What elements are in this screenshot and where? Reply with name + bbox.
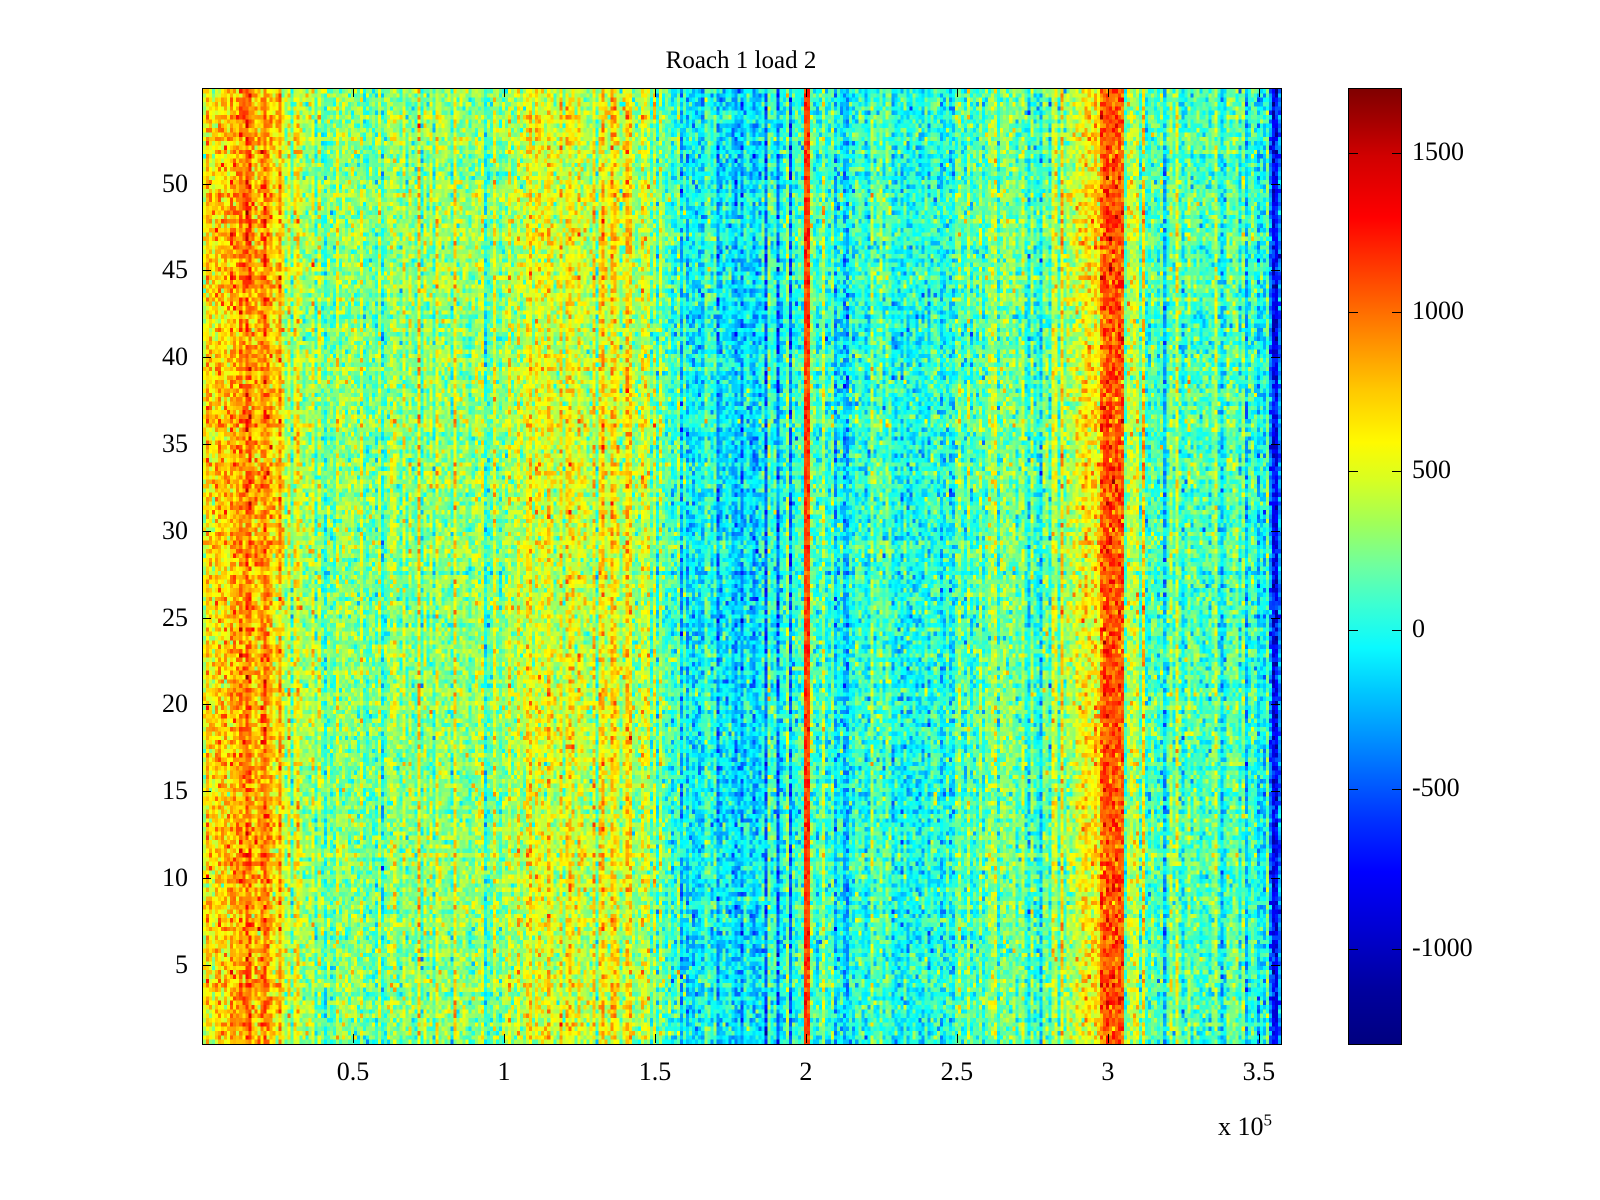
x-tick-2 [805,1034,807,1043]
colorbar-ticklabel-1500: 1500 [1412,136,1464,166]
colorbar-tick-right-1500 [1392,152,1401,154]
x-tick-top-2 [805,88,807,97]
y-ticklabel-30: 30 [162,515,188,545]
y-tick-right-45 [1271,270,1280,272]
y-tick-45 [202,270,211,272]
colorbar-ticklabel-0: 0 [1412,614,1425,644]
x-tick-top-0.5 [352,88,354,97]
x-tick-top-3.5 [1258,88,1260,97]
colorbar-tick-1000 [1349,311,1358,313]
x-tick-2.5 [956,1034,958,1043]
y-tick-right-35 [1271,443,1280,445]
y-ticklabel-35: 35 [162,428,188,458]
colorbar-tick-1500 [1349,152,1358,154]
y-ticklabel-25: 25 [162,602,188,632]
y-tick-right-50 [1271,183,1280,185]
y-ticklabel-15: 15 [162,776,188,806]
y-ticklabel-5: 5 [175,949,188,979]
y-tick-right-5 [1271,964,1280,966]
colorbar[interactable] [1348,88,1402,1045]
y-tick-35 [202,443,211,445]
y-tick-right-15 [1271,791,1280,793]
colorbar-ticklabel-1000: 1000 [1412,295,1464,325]
x-ticklabel-0.5: 0.5 [336,1057,370,1086]
x-ticklabel-3.5: 3.5 [1242,1057,1276,1086]
page-title: Roach 1 load 2 [665,47,817,74]
colorbar-tick-right-0 [1392,630,1401,632]
y-tick-5 [202,964,211,966]
heatmap-image [203,89,1281,1044]
y-ticklabel-45: 45 [162,255,188,285]
x-ticklabel-1: 1 [497,1057,511,1086]
y-ticklabel-40: 40 [162,342,188,372]
x-ticklabel-3: 3 [1101,1057,1115,1086]
y-tick-15 [202,791,211,793]
x-tick-3.5 [1258,1034,1260,1043]
x-ticklabel-1.5: 1.5 [638,1057,672,1086]
x-exponent-power: 5 [1263,1110,1273,1130]
x-axis-exponent-label: x 105 [1218,1110,1273,1142]
y-tick-20 [202,704,211,706]
colorbar-tick-0 [1349,630,1358,632]
x-tick-top-1 [503,88,505,97]
colorbar-tick-right-1000 [1392,311,1401,313]
y-tick-40 [202,357,211,359]
y-tick-30 [202,530,211,532]
x-tick-top-1.5 [654,88,656,97]
y-ticklabel-10: 10 [162,863,188,893]
colorbar-tick--1000 [1349,948,1358,950]
colorbar-tick-right--1000 [1392,948,1401,950]
colorbar-tick-right--500 [1392,789,1401,791]
heatmap-plot-area[interactable] [202,88,1282,1045]
y-ticklabel-20: 20 [162,689,188,719]
y-tick-right-20 [1271,704,1280,706]
x-tick-top-3 [1107,88,1109,97]
y-tick-right-30 [1271,530,1280,532]
y-tick-25 [202,617,211,619]
x-ticklabel-2: 2 [799,1057,813,1086]
x-tick-0.5 [352,1034,354,1043]
y-tick-right-10 [1271,878,1280,880]
y-tick-right-25 [1271,617,1280,619]
colorbar-tick--500 [1349,789,1358,791]
colorbar-gradient [1349,89,1401,1044]
x-exponent-base: x 10 [1218,1112,1264,1141]
y-ticklabel-50: 50 [162,168,188,198]
x-ticklabel-2.5: 2.5 [940,1057,974,1086]
colorbar-ticklabel-500: 500 [1412,455,1451,484]
x-tick-3 [1107,1034,1109,1043]
colorbar-ticklabel--1000: -1000 [1412,932,1473,962]
x-tick-1 [503,1034,505,1043]
colorbar-tick-500 [1349,471,1358,472]
x-tick-1.5 [654,1034,656,1043]
y-tick-right-40 [1271,357,1280,359]
y-tick-10 [202,878,211,880]
colorbar-tick-right-500 [1392,471,1401,472]
colorbar-ticklabel--500: -500 [1412,773,1460,803]
x-tick-top-2.5 [956,88,958,97]
y-tick-50 [202,183,211,185]
